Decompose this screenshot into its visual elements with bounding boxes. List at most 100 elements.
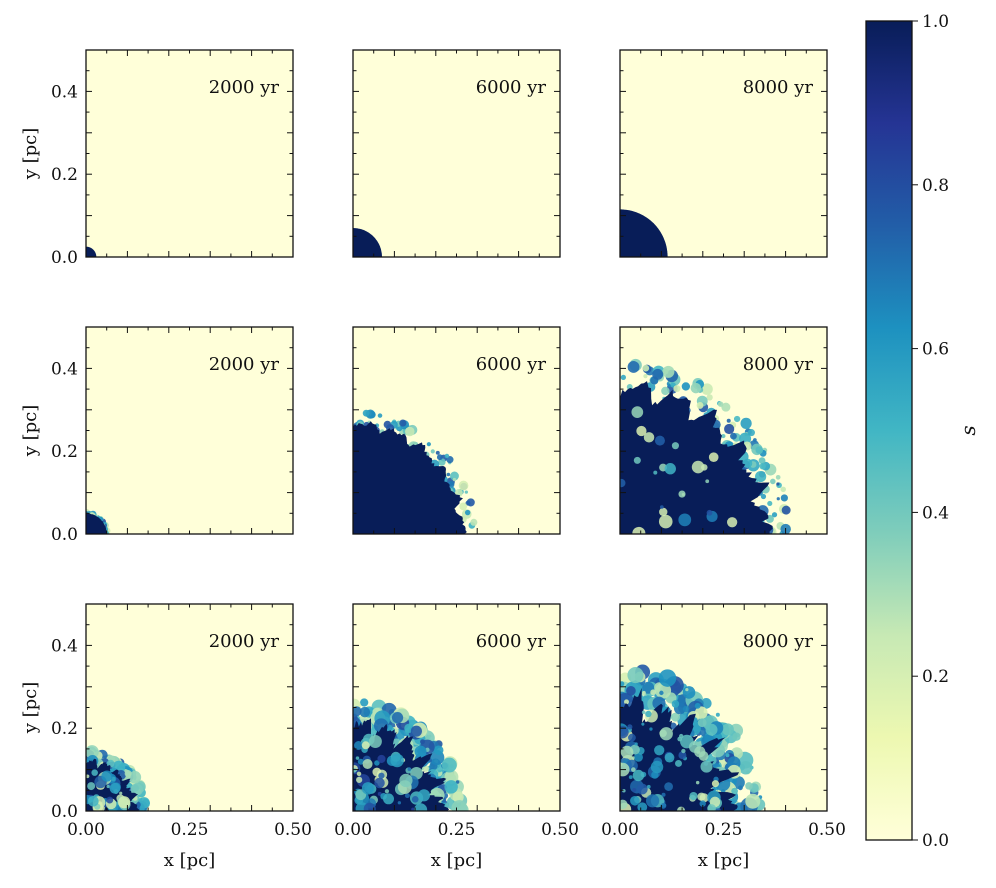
mixing-blob <box>106 784 110 789</box>
mixing-blob <box>637 802 648 811</box>
mixing-blob <box>620 745 634 759</box>
mixing-blob <box>641 710 646 715</box>
mixing-blob <box>758 457 766 465</box>
mixing-blob <box>759 462 766 470</box>
axis-ticks <box>352 603 561 812</box>
axis-ticks <box>85 326 294 535</box>
mixing-blob <box>747 429 755 437</box>
mixing-blob <box>620 478 626 488</box>
mixing-blob <box>636 425 647 437</box>
mixing-blob <box>119 791 123 795</box>
mixing-blob <box>411 807 415 811</box>
mixing-blob <box>444 780 458 794</box>
mixing-blob <box>659 690 664 696</box>
mixing-blob <box>776 482 780 486</box>
mixing-blob <box>731 787 738 795</box>
mixing-blob <box>414 745 427 758</box>
mixing-blob <box>659 507 668 517</box>
mixing-blob <box>699 800 706 807</box>
mixing-blob <box>675 759 682 767</box>
mixing-blob <box>658 514 673 529</box>
ejecta-region <box>86 246 97 257</box>
panel-r2-c2: 8000 yr 0.00 0.25 0.50 x [pc] <box>601 603 846 871</box>
colorbar-tick-label: 1.0 <box>922 12 949 32</box>
mixing-blob <box>620 725 629 739</box>
time-label: 6000 yr <box>476 77 547 98</box>
mixing-blob <box>451 800 468 811</box>
ejecta-region <box>353 421 467 534</box>
mixing-blob <box>620 799 628 810</box>
axis-ticks <box>85 603 294 812</box>
mixing-blob <box>128 770 142 784</box>
mixing-blob <box>357 758 364 765</box>
mixing-blob <box>109 782 121 794</box>
axis-ticks <box>619 603 828 812</box>
mixing-blob <box>780 494 788 502</box>
mixing-blob <box>627 361 640 373</box>
time-label: 2000 yr <box>209 77 280 98</box>
mixing-blob <box>694 702 701 709</box>
mixing-blob <box>633 752 643 762</box>
mixing-blob <box>700 760 713 773</box>
mixing-blob <box>359 706 371 718</box>
mixing-blob <box>705 479 710 484</box>
mixing-blob <box>404 793 410 799</box>
field-map <box>86 50 293 257</box>
field-map <box>353 604 560 811</box>
panel-r1-c0: 2000 yr 0.0 0.2 0.4 y [pc] <box>20 326 294 545</box>
x-tick-label: 0.25 <box>438 820 476 840</box>
mixing-blob <box>620 374 626 380</box>
colorbar-tick-label: 0.0 <box>922 831 949 851</box>
time-label: 8000 yr <box>743 631 814 652</box>
mixing-blob <box>455 780 460 784</box>
axis-ticks <box>352 49 561 258</box>
mixing-blob <box>118 796 131 809</box>
x-tick-label: 0.50 <box>541 820 579 840</box>
x-tick-label: 0.00 <box>334 820 372 840</box>
y-tick-label: 0.2 <box>51 165 78 185</box>
mixing-blob <box>631 406 644 418</box>
mixing-blob <box>661 792 666 797</box>
mixing-blob <box>470 518 478 526</box>
x-tick-label: 0.25 <box>705 820 743 840</box>
mixing-blob <box>685 688 689 692</box>
ejecta-region <box>353 228 382 257</box>
mixing-blob <box>360 698 369 707</box>
mixing-blob <box>767 500 773 507</box>
mixing-blob <box>775 474 781 480</box>
colorbar-tick-label: 0.8 <box>922 176 949 196</box>
mixing-blob <box>691 460 705 474</box>
y-tick-label: 0.0 <box>51 802 78 822</box>
mixing-blob <box>708 452 719 462</box>
mixing-blob <box>626 686 636 696</box>
x-tick-label: 0.50 <box>808 820 846 840</box>
mixing-blob <box>405 426 415 437</box>
ambient-background <box>620 50 827 257</box>
mixing-blob <box>760 493 767 500</box>
mixing-blob <box>694 706 708 720</box>
mixing-blob <box>86 774 90 779</box>
mixing-blob <box>770 478 776 485</box>
axis-ticks <box>352 326 561 535</box>
mixing-blob <box>636 783 648 795</box>
mixing-blob <box>362 758 373 769</box>
mixing-blob <box>624 699 629 705</box>
mixing-blob <box>383 793 394 805</box>
ambient-background <box>86 327 293 534</box>
mixing-blob <box>682 705 690 713</box>
mixing-blob <box>414 803 428 811</box>
mixing-blob <box>627 667 644 684</box>
mixing-blob <box>681 748 686 754</box>
mixing-blob <box>378 772 385 779</box>
mixing-blob <box>465 500 471 506</box>
panel-r2-c0: 2000 yr 0.0 0.2 0.4 y [pc] 0.00 0.25 0.50 x [pc] <box>20 603 312 871</box>
y-tick-label: 0.0 <box>51 525 78 545</box>
mixing-blob <box>410 725 422 737</box>
mixing-blob <box>399 773 413 788</box>
y-tick-label: 0.2 <box>51 719 78 739</box>
mixing-blob <box>689 791 698 801</box>
mixing-blob <box>676 806 686 811</box>
colorbar: 0.0 0.2 0.4 0.6 0.8 1.0 s <box>865 12 980 851</box>
mixing-blob <box>681 382 691 391</box>
mixing-blob <box>632 788 637 792</box>
